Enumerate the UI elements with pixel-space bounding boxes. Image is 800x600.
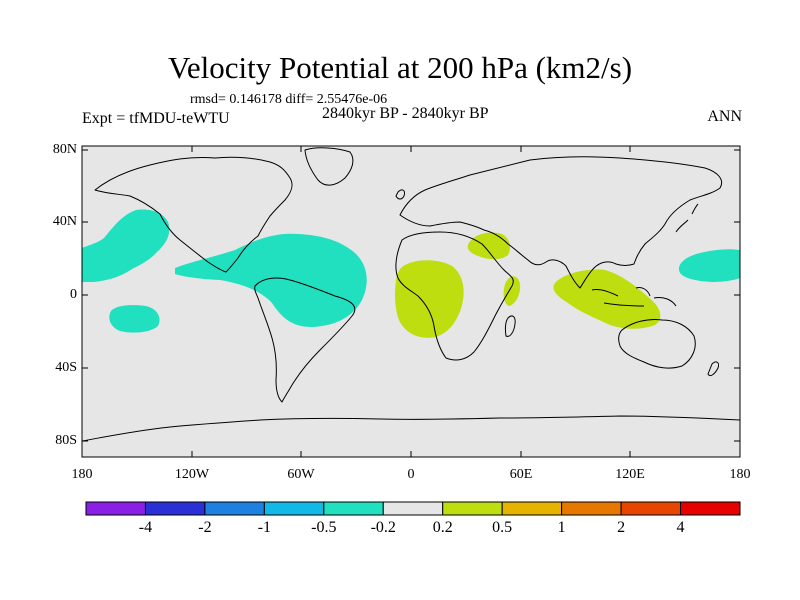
y-tick-label: 80S	[55, 433, 77, 448]
coast-antarctica	[81, 415, 741, 442]
y-tick-label: 40N	[52, 214, 77, 229]
coast-new-zealand	[707, 361, 719, 377]
coast-uk	[395, 189, 405, 200]
colorbar-swatch	[263, 501, 325, 516]
x-tick-label: 120E	[615, 467, 645, 482]
y-tick-label: 40S	[55, 360, 77, 375]
region-horn	[503, 276, 521, 306]
coast-south-america	[254, 277, 356, 403]
coast-europe-asia	[399, 156, 723, 289]
y-tick-label: 0	[70, 287, 77, 302]
colorbar-swatch	[501, 501, 563, 516]
region-s-pacific	[109, 305, 160, 333]
coast-greenland	[304, 147, 354, 186]
colorbar-swatch	[85, 501, 146, 516]
experiment-label: Expt = tfMDU-teWTU	[82, 110, 230, 127]
colorbar-label: -0.5	[311, 519, 337, 536]
colorbar-swatch	[382, 501, 444, 516]
colorbar-label: -1	[257, 519, 272, 536]
coast-madagascar	[504, 315, 516, 337]
negative-regions	[82, 209, 740, 333]
region-africa	[395, 260, 464, 338]
colorbar-swatch	[561, 501, 622, 516]
region-arabia	[467, 232, 510, 260]
coastlines	[81, 147, 741, 442]
colorbar-swatch	[323, 501, 384, 516]
region-atlantic	[175, 233, 367, 327]
colorbar-swatch	[204, 501, 265, 516]
x-tick-label: 60W	[287, 467, 315, 482]
axis-ticks	[81, 146, 741, 457]
coast-north-america	[94, 156, 293, 273]
region-ne-pacific	[82, 209, 170, 282]
season-label: ANN	[707, 108, 742, 125]
colorbar	[85, 501, 741, 516]
colorbar-label: -4	[138, 519, 153, 536]
coast-indonesia	[591, 287, 677, 307]
coast-australia	[618, 319, 696, 369]
coast-japan	[675, 203, 699, 233]
colorbar-label: 0.2	[432, 519, 453, 536]
colorbar-swatch	[144, 501, 206, 516]
y-tick-label: 80N	[52, 142, 77, 157]
x-tick-label: 120W	[174, 467, 210, 482]
x-tick-label: 180	[729, 467, 751, 482]
x-tick-label: 0	[407, 467, 415, 482]
colorbar-swatch	[620, 501, 682, 516]
region-w-pacific	[678, 249, 740, 282]
positive-regions	[395, 232, 661, 338]
colorbar-label: 2	[617, 519, 626, 536]
period-label: 2840kyr BP - 2840kyr BP	[322, 105, 489, 122]
colorbar-label: 4	[676, 519, 685, 536]
stats-text: rmsd= 0.146178 diff= 2.55476e-06	[190, 92, 388, 107]
colorbar-label: -0.2	[370, 519, 396, 536]
x-tick-label: 60E	[509, 467, 533, 482]
colorbar-swatch	[680, 501, 741, 516]
coast-africa	[395, 231, 514, 361]
colorbar-label: 1	[557, 519, 566, 536]
map-title: Velocity Potential at 200 hPa (km2/s)	[167, 50, 633, 85]
colorbar-label: -2	[198, 519, 212, 536]
region-maritime	[553, 269, 661, 329]
colorbar-label: 0.5	[492, 519, 513, 536]
x-tick-label: 180	[71, 467, 93, 482]
colorbar-swatch	[442, 501, 503, 516]
